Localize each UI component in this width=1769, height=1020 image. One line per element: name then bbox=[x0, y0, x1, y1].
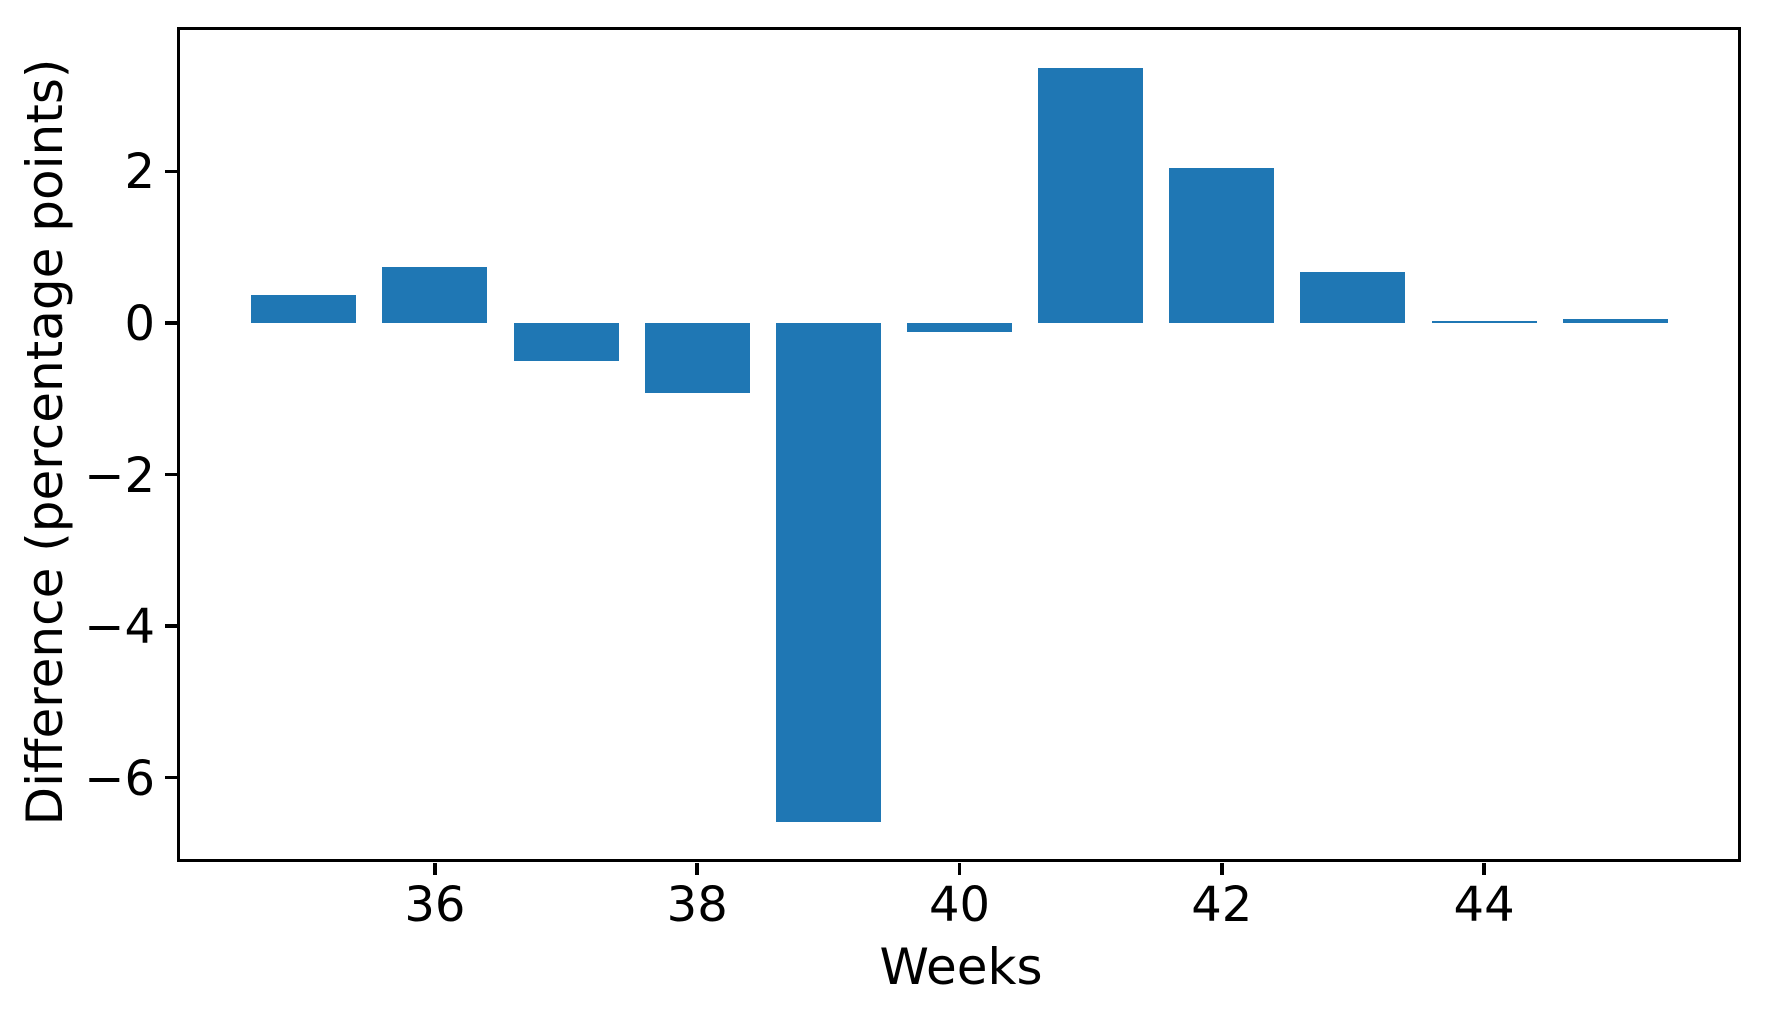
y-tick-mark-0 bbox=[165, 321, 177, 325]
bar-week-45 bbox=[1562, 319, 1668, 323]
bar-week-40 bbox=[907, 322, 1012, 333]
y-tick-label--2: −2 bbox=[84, 447, 155, 504]
y-tick-mark-2 bbox=[165, 169, 177, 174]
y-tick-label-0: 0 bbox=[124, 295, 155, 352]
x-tick-label-44: 44 bbox=[1453, 877, 1515, 933]
bar-week-37 bbox=[513, 322, 619, 361]
plot-area bbox=[177, 27, 1741, 862]
y-tick-mark--2 bbox=[165, 472, 177, 477]
y-tick-label-2: 2 bbox=[124, 144, 155, 201]
bar-week-42 bbox=[1169, 168, 1275, 323]
y-tick-label--6: −6 bbox=[84, 750, 155, 807]
bar-week-44 bbox=[1431, 320, 1537, 323]
bar-week-38 bbox=[644, 322, 750, 393]
x-tick-label-38: 38 bbox=[666, 877, 728, 933]
y-tick-label--4: −4 bbox=[84, 599, 155, 656]
y-axis-label: Difference (percentage points) bbox=[16, 58, 74, 826]
bar-week-36 bbox=[382, 266, 488, 323]
bar-week-35 bbox=[251, 294, 357, 323]
x-tick-label-42: 42 bbox=[1191, 877, 1253, 933]
x-tick-mark-36 bbox=[433, 863, 437, 875]
bar-week-39 bbox=[775, 322, 881, 822]
x-tick-label-40: 40 bbox=[928, 877, 991, 933]
y-tick-mark--4 bbox=[165, 624, 177, 628]
x-axis-label: Weeks bbox=[879, 938, 1043, 996]
x-tick-label-36: 36 bbox=[404, 877, 466, 933]
x-tick-mark-38 bbox=[695, 863, 699, 875]
bar-week-41 bbox=[1038, 68, 1144, 323]
y-tick-mark--6 bbox=[165, 775, 177, 780]
bar-week-43 bbox=[1300, 272, 1406, 323]
x-tick-mark-42 bbox=[1220, 863, 1224, 875]
x-tick-mark-40 bbox=[957, 863, 962, 875]
x-tick-mark-44 bbox=[1482, 863, 1486, 875]
